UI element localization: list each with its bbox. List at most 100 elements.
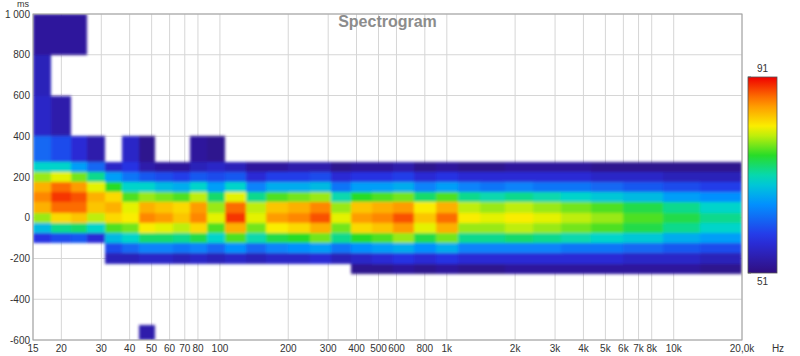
cell bbox=[71, 213, 87, 223]
cell bbox=[700, 264, 742, 274]
cell bbox=[122, 136, 139, 161]
cell bbox=[533, 233, 561, 243]
y-tick-label: 600 bbox=[13, 90, 30, 101]
cell bbox=[246, 202, 266, 212]
cell bbox=[225, 182, 246, 192]
cell bbox=[663, 213, 699, 223]
plot-frame bbox=[33, 14, 742, 340]
cell bbox=[331, 202, 351, 212]
cell bbox=[310, 243, 331, 253]
cell bbox=[87, 182, 104, 192]
cell bbox=[505, 213, 533, 223]
cell bbox=[246, 182, 266, 192]
cell bbox=[51, 182, 71, 192]
cell bbox=[533, 213, 561, 223]
x-tick-label: 60 bbox=[164, 343, 176, 354]
cell bbox=[436, 243, 458, 253]
cell bbox=[393, 223, 414, 233]
cell bbox=[310, 223, 331, 233]
cell bbox=[591, 253, 624, 263]
cell bbox=[71, 182, 87, 192]
cell bbox=[105, 223, 122, 233]
cell bbox=[266, 182, 288, 192]
cell bbox=[591, 233, 624, 243]
cell bbox=[414, 162, 436, 172]
cell bbox=[266, 172, 288, 182]
cell bbox=[436, 192, 458, 202]
cell bbox=[139, 172, 155, 182]
cell bbox=[372, 243, 393, 253]
cell bbox=[436, 233, 458, 243]
y-tick-label: 800 bbox=[13, 49, 30, 60]
cell bbox=[225, 202, 246, 212]
cell bbox=[591, 202, 624, 212]
y-grid-line bbox=[33, 299, 742, 300]
cell bbox=[207, 233, 224, 243]
cell bbox=[480, 192, 505, 202]
y-tick-label: 200 bbox=[13, 172, 30, 183]
cell bbox=[288, 213, 310, 223]
cell bbox=[207, 192, 224, 202]
x-tick-label: 2k bbox=[510, 343, 522, 354]
chart: 15203040506070801002003004005006008001k2… bbox=[0, 0, 800, 356]
cell bbox=[225, 223, 246, 233]
cell bbox=[207, 136, 224, 161]
cell bbox=[246, 162, 266, 172]
x-tick-label: 100 bbox=[212, 343, 229, 354]
cell bbox=[561, 182, 590, 192]
cell bbox=[393, 253, 414, 263]
cell bbox=[561, 202, 590, 212]
y-tick-label: 1 000 bbox=[5, 9, 30, 20]
x-tick-label: 30 bbox=[96, 343, 108, 354]
cell bbox=[414, 172, 436, 182]
cell bbox=[623, 253, 663, 263]
cell bbox=[288, 202, 310, 212]
plot-background bbox=[33, 14, 742, 340]
cell bbox=[190, 243, 207, 253]
cell bbox=[331, 233, 351, 243]
cell bbox=[591, 264, 624, 274]
cell bbox=[372, 172, 393, 182]
cell bbox=[393, 264, 414, 274]
cell bbox=[700, 172, 742, 182]
cell bbox=[51, 213, 71, 223]
cell bbox=[458, 202, 480, 212]
cell bbox=[87, 192, 104, 202]
cell bbox=[623, 182, 663, 192]
cell bbox=[173, 182, 190, 192]
cell bbox=[663, 192, 699, 202]
cell bbox=[480, 202, 505, 212]
cell bbox=[663, 264, 699, 274]
cell bbox=[351, 233, 372, 243]
cell bbox=[458, 213, 480, 223]
cell bbox=[393, 233, 414, 243]
cell bbox=[505, 253, 533, 263]
cell bbox=[591, 162, 624, 172]
cell bbox=[436, 162, 458, 172]
cell bbox=[351, 243, 372, 253]
cell bbox=[288, 223, 310, 233]
cell bbox=[533, 202, 561, 212]
cell bbox=[458, 182, 480, 192]
x-tick-label: 8k bbox=[646, 343, 658, 354]
cell bbox=[414, 264, 436, 274]
cell bbox=[591, 172, 624, 182]
cell bbox=[436, 223, 458, 233]
cell bbox=[155, 192, 172, 202]
cell bbox=[33, 136, 51, 161]
cell bbox=[33, 223, 51, 233]
cell bbox=[71, 233, 87, 243]
cell bbox=[393, 213, 414, 223]
cell bbox=[139, 213, 155, 223]
cell bbox=[190, 253, 207, 263]
cell bbox=[372, 233, 393, 243]
cell bbox=[155, 253, 172, 263]
cell bbox=[207, 243, 224, 253]
cell bbox=[480, 172, 505, 182]
cell bbox=[505, 202, 533, 212]
y-tick-label: 0 bbox=[24, 212, 30, 223]
cell bbox=[225, 233, 246, 243]
cell bbox=[561, 253, 590, 263]
cell bbox=[139, 253, 155, 263]
cell bbox=[533, 192, 561, 202]
